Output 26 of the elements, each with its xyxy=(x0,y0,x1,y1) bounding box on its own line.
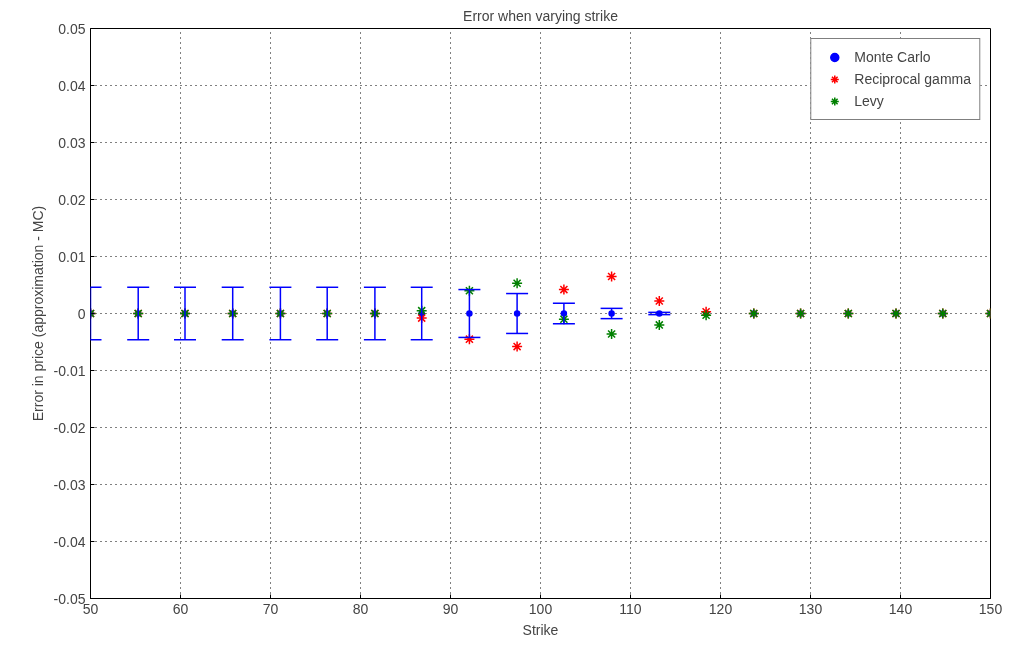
y-tick-label: 0 xyxy=(77,305,86,322)
x-tick-label: 130 xyxy=(798,600,823,617)
chart-title: Error when varying strike xyxy=(463,7,619,24)
y-tick-label: -0.04 xyxy=(53,533,86,550)
y-tick-label: -0.03 xyxy=(53,476,86,493)
x-tick-label: 80 xyxy=(352,600,369,617)
y-tick-label: 0.02 xyxy=(58,191,86,208)
x-tick-label: 110 xyxy=(619,600,642,617)
y-tick-label: -0.02 xyxy=(53,419,86,436)
x-tick-label: 150 xyxy=(978,600,1003,617)
x-tick-label: 90 xyxy=(442,600,459,617)
x-tick-label: 60 xyxy=(172,600,189,617)
legend-label: Levy xyxy=(854,93,884,109)
x-tick-label: 120 xyxy=(708,600,733,617)
y-tick-label: -0.01 xyxy=(53,362,86,379)
y-tick-label: 0.03 xyxy=(58,134,86,151)
x-axis-title: Strike xyxy=(522,621,559,638)
legend-label: Reciprocal gamma xyxy=(854,71,971,87)
y-tick-label: 0.01 xyxy=(58,248,86,265)
x-tick-label: 140 xyxy=(888,600,913,617)
y-tick-label: 0.04 xyxy=(58,77,86,94)
y-axis-title: Error in price (approximation - MC) xyxy=(29,205,46,422)
x-tick-label: 100 xyxy=(528,600,553,617)
x-tick-label: 70 xyxy=(262,600,279,617)
legend-label: Monte Carlo xyxy=(854,49,931,65)
y-tick-label: 0.05 xyxy=(58,20,86,37)
